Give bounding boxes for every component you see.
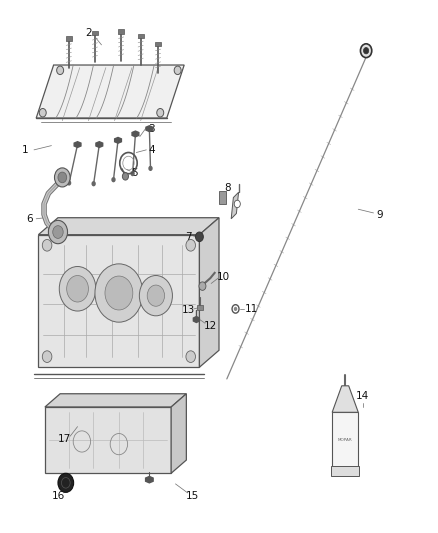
Polygon shape — [45, 407, 171, 473]
Text: 15: 15 — [186, 490, 200, 500]
Polygon shape — [145, 477, 153, 483]
Polygon shape — [39, 235, 199, 367]
Circle shape — [59, 266, 96, 311]
Circle shape — [234, 200, 240, 208]
Polygon shape — [171, 394, 186, 473]
Text: MOPAR: MOPAR — [338, 439, 353, 442]
Text: 17: 17 — [58, 434, 71, 444]
Polygon shape — [36, 65, 184, 118]
Circle shape — [67, 276, 88, 302]
Text: 16: 16 — [51, 490, 64, 500]
Circle shape — [53, 225, 63, 238]
FancyBboxPatch shape — [155, 42, 161, 46]
Circle shape — [57, 66, 64, 75]
Text: 14: 14 — [356, 391, 369, 401]
Circle shape — [139, 276, 173, 316]
Text: 8: 8 — [224, 183, 231, 193]
Polygon shape — [193, 317, 199, 322]
Circle shape — [105, 276, 133, 310]
FancyBboxPatch shape — [92, 31, 98, 35]
Text: 13: 13 — [182, 305, 195, 315]
Circle shape — [58, 172, 67, 183]
Polygon shape — [146, 126, 153, 132]
Circle shape — [360, 44, 372, 58]
Circle shape — [42, 239, 52, 251]
Text: 5: 5 — [131, 168, 138, 178]
Text: 12: 12 — [204, 321, 217, 331]
Polygon shape — [39, 217, 219, 235]
Circle shape — [364, 47, 369, 54]
Polygon shape — [332, 386, 358, 413]
Text: 9: 9 — [377, 209, 383, 220]
Circle shape — [174, 66, 181, 75]
Polygon shape — [115, 138, 121, 143]
FancyBboxPatch shape — [138, 34, 144, 38]
Circle shape — [234, 307, 237, 311]
Polygon shape — [96, 142, 102, 148]
Circle shape — [58, 473, 74, 492]
Circle shape — [186, 351, 195, 362]
Circle shape — [195, 232, 203, 241]
Circle shape — [148, 166, 153, 171]
Circle shape — [111, 177, 116, 182]
Text: 1: 1 — [22, 145, 28, 155]
FancyBboxPatch shape — [219, 191, 226, 204]
Circle shape — [67, 180, 71, 185]
Circle shape — [122, 173, 128, 180]
Circle shape — [199, 282, 206, 290]
Circle shape — [42, 351, 52, 362]
Circle shape — [39, 109, 46, 117]
Circle shape — [131, 171, 135, 176]
Circle shape — [48, 220, 67, 244]
Text: 7: 7 — [185, 232, 192, 242]
Text: 10: 10 — [217, 272, 230, 282]
Polygon shape — [199, 217, 219, 367]
Circle shape — [157, 109, 164, 117]
Text: 6: 6 — [26, 214, 33, 224]
Circle shape — [92, 181, 96, 187]
Text: 3: 3 — [148, 124, 155, 134]
Text: 2: 2 — [85, 28, 92, 38]
Polygon shape — [231, 192, 239, 219]
FancyBboxPatch shape — [118, 29, 124, 34]
Circle shape — [147, 285, 165, 306]
Polygon shape — [132, 131, 139, 137]
Polygon shape — [332, 413, 358, 468]
Circle shape — [95, 264, 143, 322]
FancyBboxPatch shape — [331, 466, 359, 476]
Circle shape — [186, 239, 195, 251]
Polygon shape — [74, 142, 81, 148]
Polygon shape — [45, 394, 186, 407]
Circle shape — [54, 168, 70, 187]
FancyBboxPatch shape — [66, 36, 72, 41]
Text: 11: 11 — [245, 304, 258, 314]
Text: 4: 4 — [148, 145, 155, 155]
FancyBboxPatch shape — [197, 305, 203, 310]
